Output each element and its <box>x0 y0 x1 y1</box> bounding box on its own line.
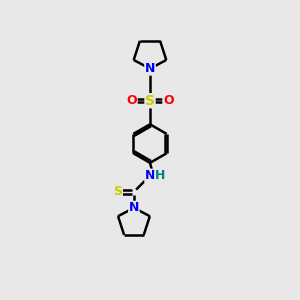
Text: H: H <box>155 169 166 182</box>
Text: N: N <box>145 62 155 75</box>
Text: O: O <box>127 94 137 107</box>
Text: N: N <box>145 169 155 182</box>
Text: S: S <box>145 94 155 108</box>
Text: S: S <box>113 185 122 198</box>
Text: N: N <box>129 201 139 214</box>
Text: O: O <box>163 94 173 107</box>
